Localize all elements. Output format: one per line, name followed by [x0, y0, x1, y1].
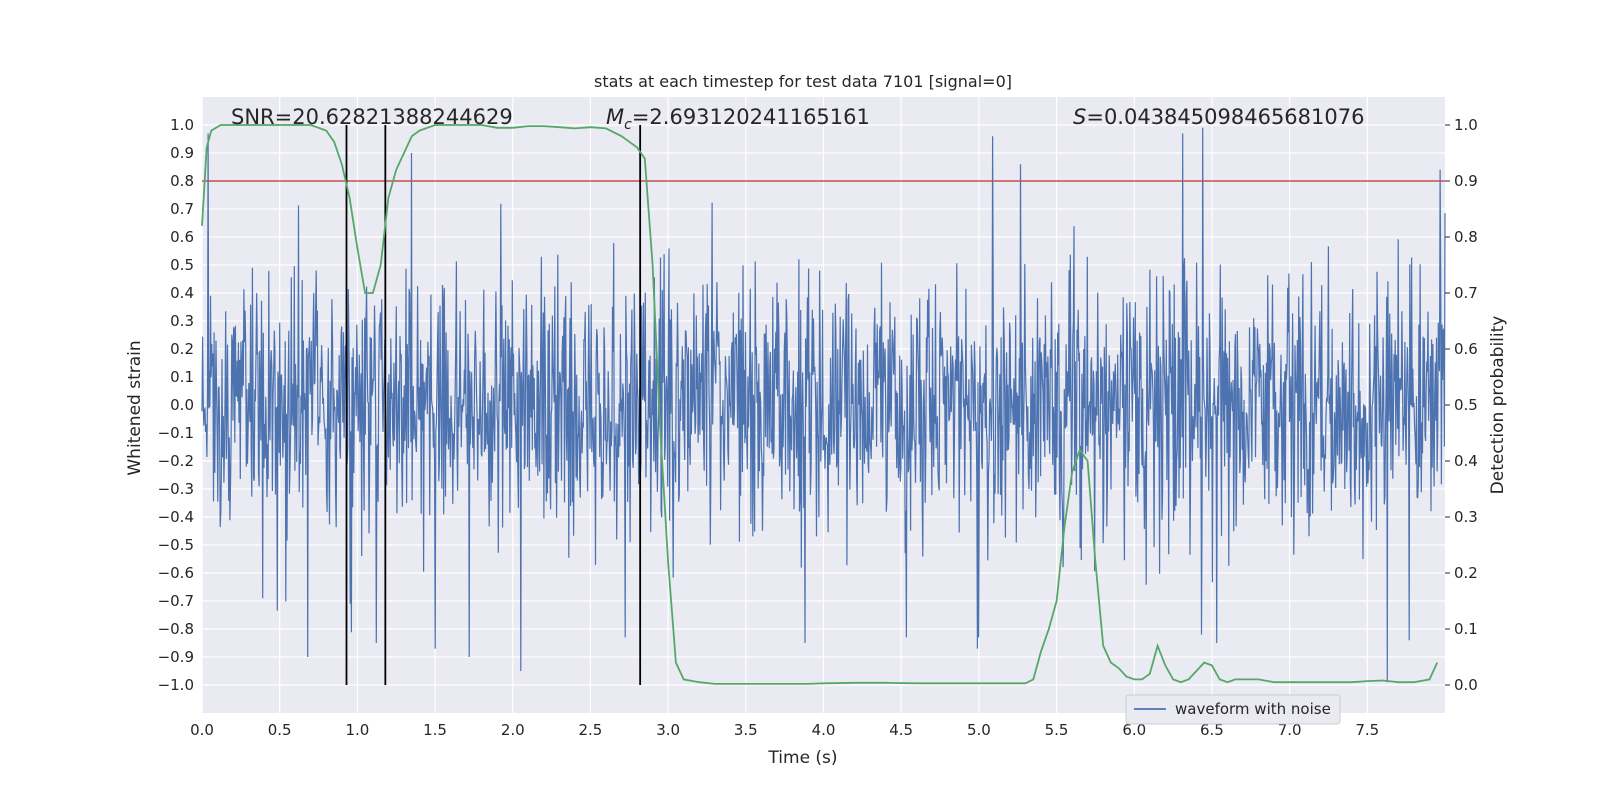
y2-tick-label: 0.3 — [1454, 508, 1478, 526]
legend-entry-waveform: waveform with noise — [1175, 700, 1331, 718]
x-tick-label: 0.0 — [190, 721, 214, 739]
y-tick-label: −0.2 — [158, 452, 194, 470]
y-tick-label: −0.3 — [158, 480, 194, 498]
snr-annotation: SNR=20.62821388244629 — [231, 105, 513, 129]
y-tick-label: 0.6 — [170, 228, 194, 246]
y2-axis-label: Detection probability — [1488, 316, 1508, 495]
legend: waveform with noise — [1125, 694, 1341, 725]
y-tick-label: −0.5 — [158, 536, 194, 554]
y2-tick-label: 0.6 — [1454, 340, 1478, 358]
x-tick-label: 2.5 — [579, 721, 603, 739]
x-tick-label: 4.0 — [812, 721, 836, 739]
y-tick-label: −0.8 — [158, 620, 194, 638]
chirp-mass-subscript: c — [624, 117, 632, 133]
y-tick-label: 0.4 — [170, 284, 194, 302]
y2-tick-label: 0.4 — [1454, 452, 1478, 470]
x-axis-ticks: 0.0 0.5 1.0 1.5 2.0 2.5 3.0 3.5 4.0 4.5 5.0 5.5 6.0 6… — [190, 721, 1379, 739]
x-tick-label: 7.0 — [1278, 721, 1302, 739]
y-tick-label: 0.3 — [170, 312, 194, 330]
x-tick-label: 6.0 — [1122, 721, 1146, 739]
legend-box — [1125, 694, 1341, 725]
y2-tick-label: 0.7 — [1454, 284, 1478, 302]
x-tick-label: 5.0 — [967, 721, 991, 739]
x-tick-label: 4.5 — [889, 721, 913, 739]
y-axis-label: Whitened strain — [125, 340, 145, 475]
x-tick-label: 2.0 — [501, 721, 525, 739]
x-tick-label: 3.0 — [656, 721, 680, 739]
y-tick-label: 0.8 — [170, 172, 194, 190]
y-tick-label: 0.5 — [170, 256, 194, 274]
x-tick-label: 3.5 — [734, 721, 758, 739]
s-symbol: S — [1073, 105, 1086, 129]
s-annotation: S=0.043845098465681076 — [1073, 105, 1364, 129]
x-tick-label: 0.5 — [268, 721, 292, 739]
x-tick-label: 5.5 — [1045, 721, 1069, 739]
y-tick-label: −0.7 — [158, 592, 194, 610]
y-tick-label: 0.0 — [170, 396, 194, 414]
x-tick-label: 1.5 — [423, 721, 447, 739]
x-tick-label: 6.5 — [1200, 721, 1224, 739]
chirp-mass-value: =2.693120241165161 — [632, 105, 870, 129]
y-axis-ticks: −1.0 −0.9 −0.8 −0.7 −0.6 −0.5 −0.4 −0.3 −0.2 −0.1… — [158, 116, 194, 694]
y-tick-label: 0.9 — [170, 144, 194, 162]
y-tick-label: −0.9 — [158, 648, 194, 666]
y-tick-label: 0.1 — [170, 368, 194, 386]
y2-tick-label: 0.1 — [1454, 620, 1478, 638]
y-tick-label: −0.4 — [158, 508, 194, 526]
y2-tick-label: 0.0 — [1454, 676, 1478, 694]
x-axis-label: Time (s) — [767, 748, 837, 768]
y-tick-label: −1.0 — [158, 676, 194, 694]
chart-title: stats at each timestep for test data 710… — [594, 72, 1012, 91]
y2-tick-label: 0.5 — [1454, 396, 1478, 414]
y2-tick-label: 0.9 — [1454, 172, 1478, 190]
chirp-mass-annotation: Mc=2.693120241165161 — [606, 105, 870, 133]
y-tick-label: −0.1 — [158, 424, 194, 442]
y-tick-label: 1.0 — [170, 116, 194, 134]
y2-tick-label: 0.2 — [1454, 564, 1478, 582]
y-tick-label: 0.7 — [170, 200, 194, 218]
y2-tick-label: 1.0 — [1454, 116, 1478, 134]
waveform-series — [201, 127, 1446, 683]
y-tick-label: −0.6 — [158, 564, 194, 582]
y2-axis-ticks: 0.0 0.1 0.2 0.3 0.4 0.5 0.6 0.7 0.8 0.9 1.0 — [1445, 116, 1478, 694]
x-tick-label: 1.0 — [345, 721, 369, 739]
probability-series — [201, 124, 1439, 685]
detection-probability-line — [201, 124, 1439, 685]
waveform-line — [201, 127, 1446, 683]
s-value: =0.043845098465681076 — [1086, 105, 1364, 129]
y-tick-label: 0.2 — [170, 340, 194, 358]
x-tick-label: 7.5 — [1355, 721, 1379, 739]
chirp-mass-symbol: M — [606, 105, 624, 129]
y2-tick-label: 0.8 — [1454, 228, 1478, 246]
